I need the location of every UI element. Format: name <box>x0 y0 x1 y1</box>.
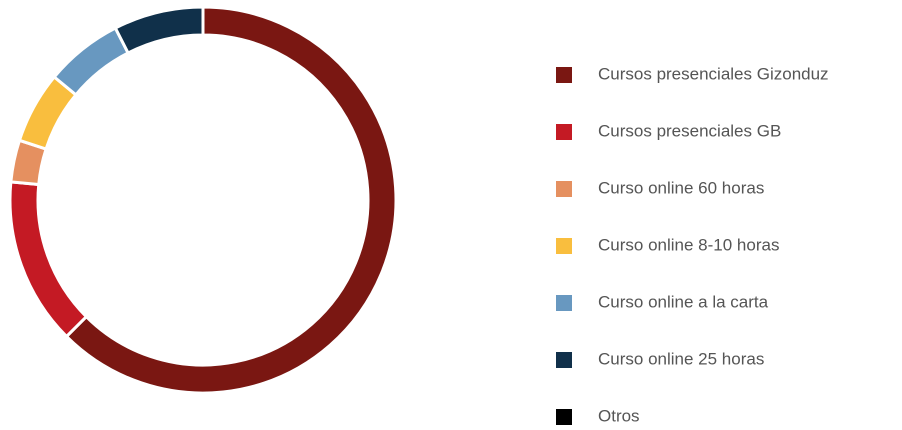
donut-slice <box>52 26 131 97</box>
legend-label: Otros <box>598 406 640 425</box>
legend-swatch <box>556 295 572 311</box>
legend-label: Curso online 60 horas <box>598 178 764 197</box>
legend-label: Curso online 25 horas <box>598 349 764 368</box>
legend-swatch <box>556 124 572 140</box>
legend-label: Cursos presenciales GB <box>598 121 781 140</box>
legend-swatch <box>556 409 572 425</box>
legend-label: Curso online 8-10 horas <box>598 235 779 254</box>
legend-label: Curso online a la carta <box>598 292 769 311</box>
legend-label: Cursos presenciales Gizonduz <box>598 64 829 83</box>
donut-slice <box>113 5 205 56</box>
legend-swatch <box>556 181 572 197</box>
legend-swatch <box>556 238 572 254</box>
donut-slice <box>64 5 398 395</box>
legend-swatch <box>556 67 572 83</box>
legend-swatch <box>556 352 572 368</box>
donut-slice <box>8 180 89 339</box>
